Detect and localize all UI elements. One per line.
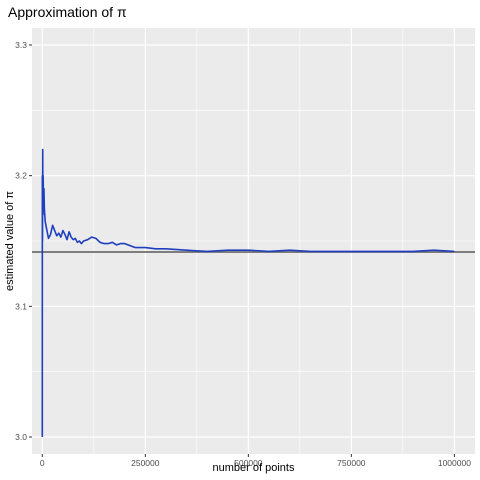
y-tick-label: 3.3 xyxy=(15,40,27,50)
y-tick-label: 3.2 xyxy=(15,171,27,181)
x-tick-label: 250000 xyxy=(131,458,160,468)
x-axis-ticks: 0 250000 500000 750000 1000000 xyxy=(40,454,471,468)
y-tick-label: 3.0 xyxy=(15,432,27,442)
x-axis-label: number of points xyxy=(213,462,295,474)
y-tick-label: 3.1 xyxy=(15,301,27,311)
y-axis-ticks: 3.0 3.1 3.2 3.3 xyxy=(15,40,32,442)
x-tick-label: 500000 xyxy=(234,458,263,468)
x-tick-label: 0 xyxy=(40,458,45,468)
x-tick-label: 1000000 xyxy=(438,458,471,468)
y-axis-label: estimated value of π xyxy=(4,191,16,291)
grid-minor xyxy=(32,28,475,454)
x-tick-label: 750000 xyxy=(337,458,366,468)
chart-title: Approximation of π xyxy=(8,4,127,20)
grid-major xyxy=(32,28,475,454)
series-line xyxy=(41,148,455,438)
